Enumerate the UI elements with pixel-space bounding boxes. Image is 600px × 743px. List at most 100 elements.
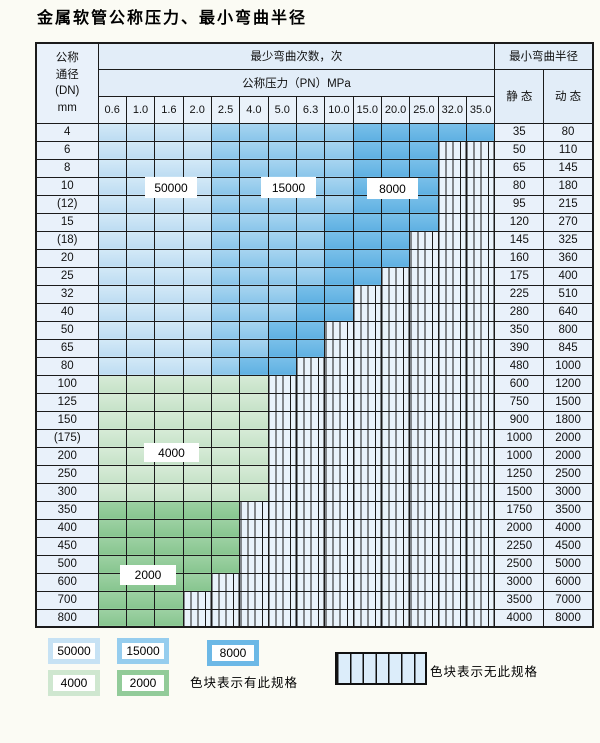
spec-cell-8000 <box>409 194 439 214</box>
spec-cell-4000 <box>97 464 127 484</box>
dynamic-radius-cell: 270 <box>543 212 594 232</box>
no-spec-cell <box>295 374 326 394</box>
spec-cell-8000 <box>267 356 297 376</box>
no-spec-cell <box>380 392 411 412</box>
no-spec-legend-swatch <box>335 652 427 685</box>
spec-cell-8000 <box>352 230 382 250</box>
dynamic-radius-cell: 80 <box>543 122 594 142</box>
pressure-col-header: 10.0 <box>324 95 354 124</box>
dn-cell: 100 <box>35 374 99 394</box>
no-spec-cell <box>267 536 297 556</box>
spec-cell-4000 <box>210 482 241 502</box>
spec-cell-50000 <box>154 302 184 322</box>
dn-cell: 300 <box>35 482 99 502</box>
no-spec-cell <box>267 410 297 430</box>
dynamic-radius-cell: 360 <box>543 248 594 268</box>
spec-cell-15000 <box>210 194 241 214</box>
no-spec-cell <box>465 320 496 340</box>
dynamic-radius-cell: 640 <box>543 302 594 322</box>
spec-cell-50000 <box>97 356 127 376</box>
spec-cell-8000 <box>352 140 382 160</box>
no-spec-cell <box>437 176 467 196</box>
table-row: 20 160 360 <box>35 248 594 268</box>
spec-cell-15000 <box>239 158 269 178</box>
table-row: 400 2000 4000 <box>35 518 594 538</box>
no-spec-cell <box>267 374 297 394</box>
no-spec-cell <box>352 374 382 394</box>
table-row: 4 35 80 <box>35 122 594 142</box>
no-spec-cell <box>239 536 269 556</box>
table-row: 700 3500 7000 <box>35 590 594 610</box>
dynamic-radius-cell: 145 <box>543 158 594 178</box>
pressure-col-header: 1.6 <box>154 95 184 124</box>
no-spec-cell <box>465 140 496 160</box>
static-radius-cell: 95 <box>494 194 545 214</box>
spec-cell-4000 <box>97 428 127 448</box>
no-spec-cell <box>267 482 297 502</box>
table-row: 8 65 145 <box>35 158 594 178</box>
table-row: (18) 145 325 <box>35 230 594 250</box>
static-radius-cell: 80 <box>494 176 545 196</box>
spec-cell-50000 <box>97 284 127 304</box>
no-spec-cell <box>437 554 467 574</box>
spec-cell-2000 <box>182 554 212 574</box>
no-spec-cell <box>465 248 496 268</box>
spec-cell-50000 <box>182 158 212 178</box>
spec-cell-4000 <box>97 446 127 466</box>
spec-cell-8000 <box>465 122 496 142</box>
spec-cell-50000 <box>125 302 156 322</box>
dynamic-radius-cell: 8000 <box>543 608 594 628</box>
no-spec-cell <box>239 572 269 592</box>
no-spec-cell <box>324 464 354 484</box>
static-radius-cell: 3000 <box>494 572 545 592</box>
spec-cell-15000 <box>210 158 241 178</box>
static-radius-cell: 390 <box>494 338 545 358</box>
table-row: 350 1750 3500 <box>35 500 594 520</box>
no-spec-cell <box>465 302 496 322</box>
no-spec-cell <box>409 572 439 592</box>
no-spec-cell <box>465 212 496 232</box>
no-spec-cell <box>210 590 241 610</box>
no-spec-cell <box>380 320 411 340</box>
spec-cell-15000 <box>295 140 326 160</box>
spec-cell-50000 <box>125 284 156 304</box>
nominal-pressure-header: 公称压力（PN）MPa <box>97 68 496 97</box>
spec-cell-2000 <box>125 536 156 556</box>
no-spec-cell <box>437 248 467 268</box>
spec-cell-50000 <box>125 266 156 286</box>
dynamic-column-header: 动 态 <box>543 68 594 124</box>
spec-cell-15000 <box>267 248 297 268</box>
spec-cell-4000 <box>210 374 241 394</box>
spec-cell-8000 <box>437 122 467 142</box>
no-spec-cell <box>295 356 326 376</box>
no-spec-cell <box>465 464 496 484</box>
no-spec-cell <box>295 410 326 430</box>
spec-cell-15000 <box>295 230 326 250</box>
no-spec-cell <box>210 572 241 592</box>
dynamic-radius-cell: 1000 <box>543 356 594 376</box>
spec-cell-50000 <box>125 320 156 340</box>
static-radius-cell: 280 <box>494 302 545 322</box>
dynamic-radius-cell: 110 <box>543 140 594 160</box>
static-radius-cell: 600 <box>494 374 545 394</box>
no-spec-cell <box>465 428 496 448</box>
spec-cell-2000 <box>125 518 156 538</box>
no-spec-cell <box>324 482 354 502</box>
table-row: 25 175 400 <box>35 266 594 286</box>
spec-cell-15000 <box>295 266 326 286</box>
spec-cell-15000 <box>295 122 326 142</box>
dynamic-radius-cell: 1200 <box>543 374 594 394</box>
no-spec-cell <box>380 410 411 430</box>
dn-cell: 32 <box>35 284 99 304</box>
static-radius-cell: 50 <box>494 140 545 160</box>
pressure-col-header: 5.0 <box>267 95 297 124</box>
spec-cell-4000 <box>239 446 269 466</box>
dn-cell: 700 <box>35 590 99 610</box>
spec-cell-15000 <box>210 338 241 358</box>
spec-cell-50000 <box>97 194 127 214</box>
spec-cell-4000 <box>125 410 156 430</box>
dn-cell: 450 <box>35 536 99 556</box>
no-spec-cell <box>409 482 439 502</box>
table-row: 100 600 1200 <box>35 374 594 394</box>
spec-cell-50000 <box>97 338 127 358</box>
